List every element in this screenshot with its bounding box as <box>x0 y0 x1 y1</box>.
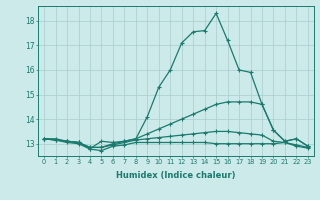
X-axis label: Humidex (Indice chaleur): Humidex (Indice chaleur) <box>116 171 236 180</box>
